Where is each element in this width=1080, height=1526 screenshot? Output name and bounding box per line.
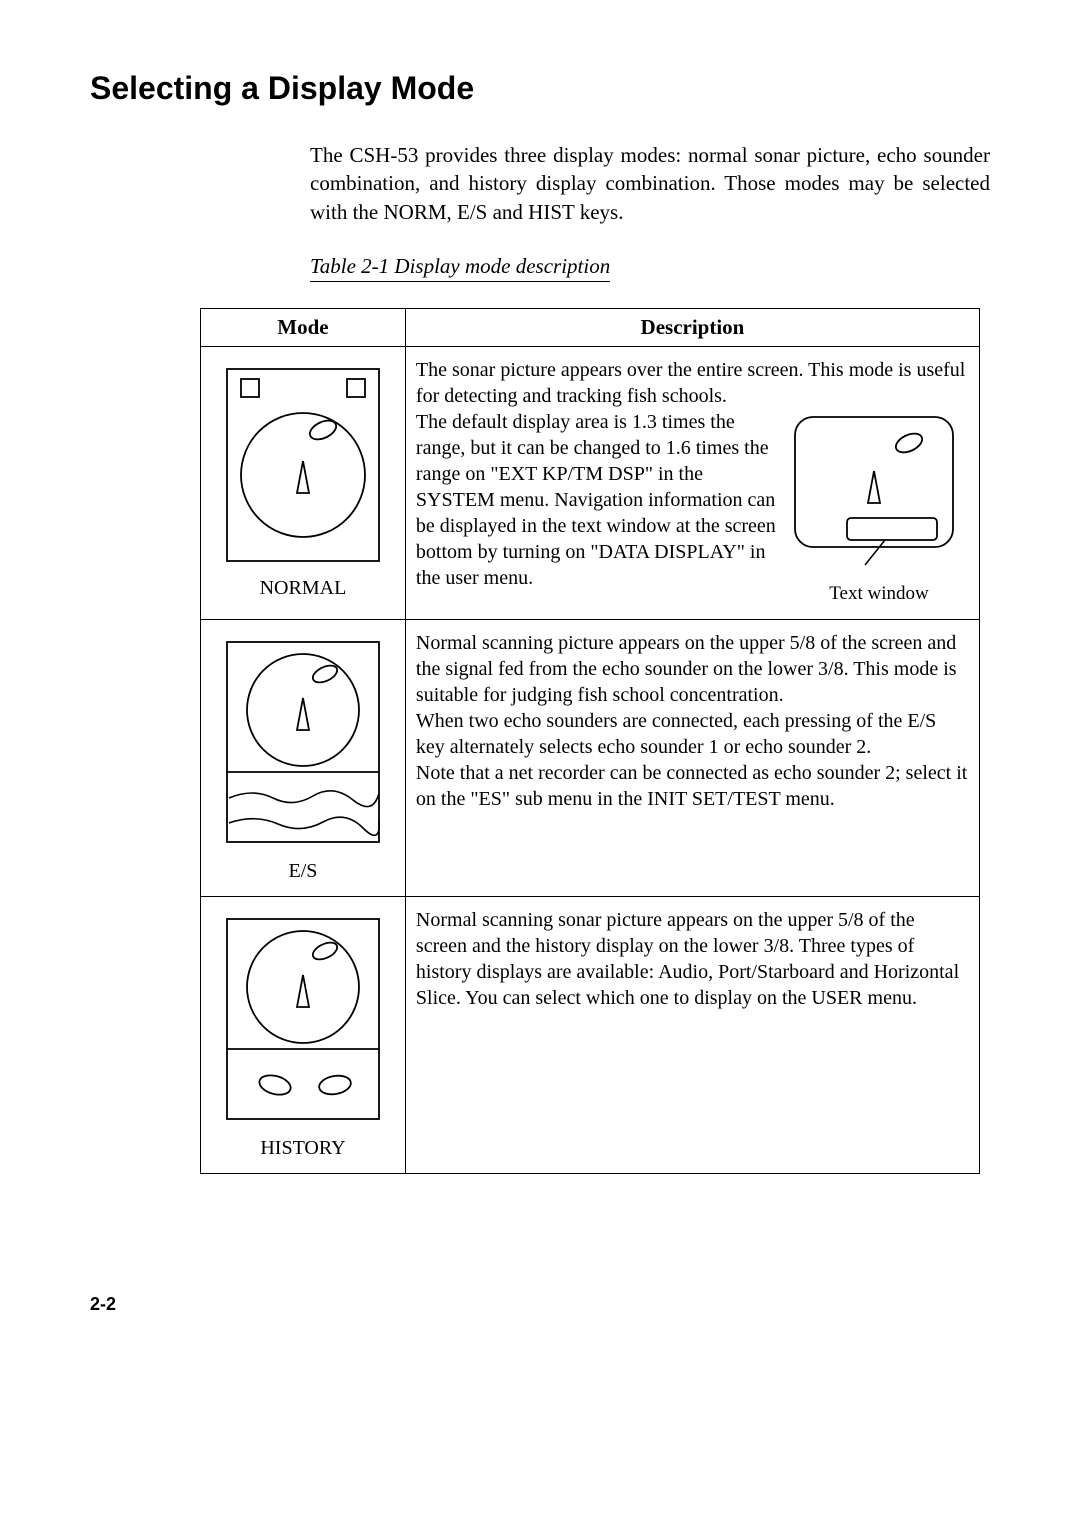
text-window-icon	[789, 413, 959, 573]
desc-cell-es: Normal scanning picture appears on the u…	[405, 619, 979, 896]
display-mode-table: Mode Description	[200, 308, 980, 1174]
page-number: 2-2	[90, 1294, 990, 1315]
table-row: NORMAL The sonar picture appears over th…	[201, 347, 980, 620]
mode-label-es: E/S	[211, 858, 395, 884]
table-header-row: Mode Description	[201, 309, 980, 347]
mode-cell-normal: NORMAL	[201, 347, 406, 620]
normal-desc-top: The sonar picture appears over the entir…	[416, 357, 969, 409]
desc-cell-normal: The sonar picture appears over the entir…	[405, 347, 979, 620]
col-header-description: Description	[405, 309, 979, 347]
desc-cell-history: Normal scanning sonar picture appears on…	[405, 896, 979, 1173]
history-desc: Normal scanning sonar picture appears on…	[416, 907, 969, 1011]
text-window-inset: Text window	[789, 413, 969, 607]
mode-cell-es: E/S	[201, 619, 406, 896]
mode-cell-history: HISTORY	[201, 896, 406, 1173]
table-row: E/S Normal scanning picture appears on t…	[201, 619, 980, 896]
inset-caption: Text window	[789, 582, 969, 607]
history-mode-icon	[223, 915, 383, 1125]
col-header-mode: Mode	[201, 309, 406, 347]
table-caption: Table 2-1 Display mode description	[310, 254, 610, 282]
section-heading: Selecting a Display Mode	[90, 70, 990, 107]
intro-paragraph: The CSH-53 provides three display modes:…	[310, 141, 990, 226]
es-mode-icon	[223, 638, 383, 848]
table-row: HISTORY Normal scanning sonar picture ap…	[201, 896, 980, 1173]
mode-label-history: HISTORY	[211, 1135, 395, 1161]
mode-label-normal: NORMAL	[211, 575, 395, 601]
es-desc: Normal scanning picture appears on the u…	[416, 630, 969, 812]
normal-mode-icon	[223, 365, 383, 565]
normal-desc-side: The default display area is 1.3 times th…	[416, 409, 779, 591]
